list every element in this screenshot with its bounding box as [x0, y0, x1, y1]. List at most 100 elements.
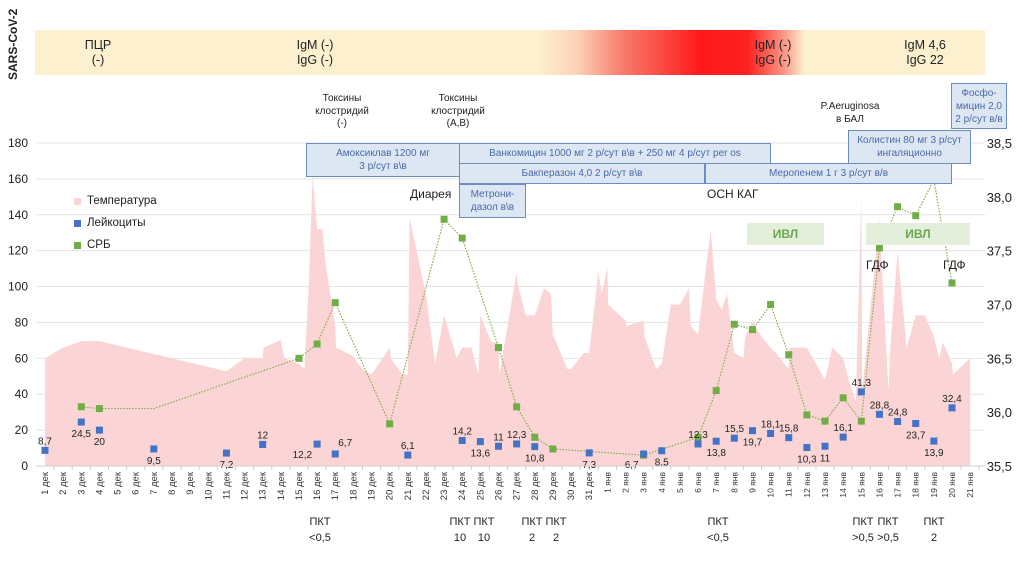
right-axis-tick-label: 37,0 — [987, 298, 1012, 313]
leukocytes-data-label: 14,2 — [452, 427, 472, 438]
crp-point — [821, 417, 829, 425]
leukocytes-point — [95, 426, 103, 434]
left-axis-tick-label: 100 — [8, 280, 28, 294]
x-axis-tick-label: 19 дек — [367, 471, 378, 500]
left-axis-tick-label: 60 — [15, 351, 29, 365]
left-axis-tick-label: 40 — [15, 387, 29, 401]
serology-igm-igg-1: IgM (-) IgG (-) — [296, 38, 334, 67]
leukocytes-point — [930, 437, 938, 445]
drug-colistin: Колистин 80 мг 3 р/сут ингаляционно — [848, 130, 971, 164]
x-axis-tick-label: 27 дек — [512, 471, 523, 500]
leukocytes-data-label: 9,5 — [147, 456, 161, 467]
leukocytes-data-label: 8,7 — [38, 436, 52, 447]
crp-point — [839, 394, 847, 402]
x-axis-tick-label: 30 дек — [566, 471, 577, 500]
drug-amoxiclav: Амоксиклав 1200 мг 3 р/сут в\в — [306, 143, 460, 177]
x-axis-tick-label: 6 дек — [131, 471, 142, 495]
leukocytes-point — [821, 442, 829, 450]
x-axis-tick-label: 12 янв — [802, 472, 812, 498]
leukocytes-data-label: 8,5 — [655, 458, 669, 469]
leukocytes-data-label: 24,8 — [888, 407, 908, 418]
x-axis-tick-label: 1 дек — [40, 471, 51, 495]
axes-layer: 0 20 40 60 80 100 120 140 160 180 35,5 36,0 36,5 37,0… — [8, 136, 1012, 500]
x-axis-tick-label: 14 янв — [838, 472, 848, 498]
leukocytes-point — [748, 427, 756, 435]
crp-point — [458, 234, 466, 242]
pkt-15-jan: ПКТ >0,5 — [852, 516, 874, 544]
x-axis-tick-label: 3 дек — [76, 471, 87, 495]
right-axis-tick-label: 36,5 — [987, 351, 1012, 366]
leukocytes-point — [803, 444, 811, 452]
crp-point — [894, 203, 902, 211]
leukocytes-point — [894, 417, 902, 425]
x-axis-tick-label: 9 дек — [185, 471, 196, 495]
x-axis-tick-label: 9 янв — [747, 472, 757, 493]
crp-point — [440, 215, 448, 223]
leukocytes-point — [585, 449, 593, 457]
leukocytes-point — [658, 447, 666, 455]
x-axis-tick-label: 21 дек — [403, 471, 414, 500]
x-axis-tick-label: 13 янв — [820, 472, 830, 498]
x-axis-tick-label: 23 дек — [439, 471, 450, 500]
x-axis-tick-label: 5 янв — [675, 472, 685, 493]
leukocytes-data-label: 13,9 — [924, 448, 944, 459]
leukocytes-point — [495, 442, 502, 450]
crp-point — [730, 320, 738, 328]
pkt-28-dec: ПКТ 2 — [521, 516, 543, 544]
x-axis-tick-label: 29 дек — [548, 471, 559, 500]
right-axis-tick-label: 36,0 — [987, 405, 1012, 420]
legend-item-leukocytes: Лейкоциты — [74, 212, 157, 234]
leukocytes-point — [948, 404, 956, 412]
leukocytes-data-label: 15,8 — [779, 424, 799, 435]
leukocytes-point — [531, 443, 539, 451]
x-axis-tick-label: 21 янв — [965, 472, 975, 498]
x-axis-tick-label: 11 янв — [784, 472, 794, 497]
legend-item-crp: СРБ — [74, 234, 157, 256]
x-axis-tick-label: 4 дек — [94, 471, 105, 495]
left-axis-tick-label: 160 — [8, 172, 28, 186]
drug-fosfomycin: Фосфо- мицин 2,0 2 р/сут в/в — [951, 83, 1007, 129]
crp-point — [948, 279, 956, 287]
pkt-24-dec: ПКТ 10 — [449, 516, 471, 544]
crp-point — [313, 340, 321, 348]
x-axis-tick-label: 24 дек — [457, 471, 468, 500]
x-axis-tick-label: 14 дек — [276, 471, 287, 500]
x-axis-tick-label: 1 янв — [602, 472, 612, 493]
leukocytes-data-label: 15,5 — [725, 424, 745, 435]
x-axis-tick-label: 10 янв — [766, 472, 776, 498]
x-axis-tick-label: 26 дек — [494, 471, 505, 500]
leukocytes-point — [912, 419, 920, 427]
x-axis-tick-label: 25 дек — [475, 471, 486, 500]
leukocytes-point — [404, 451, 412, 459]
crp-point — [785, 351, 793, 359]
leukocytes-point — [694, 440, 702, 448]
event-gdf-1: ГДФ — [866, 258, 889, 272]
left-axis-tick-label: 0 — [21, 459, 28, 473]
x-axis-tick-label: 17 янв — [893, 472, 903, 498]
leukocytes-data-label: 11 — [820, 453, 831, 464]
crp-point — [767, 301, 775, 308]
x-axis-tick-label: 2 дек — [58, 471, 69, 495]
leukocytes-point — [875, 410, 883, 418]
leukocytes-data-label: 12,3 — [507, 430, 527, 441]
pkt-25-dec: ПКТ 10 — [473, 516, 495, 544]
leukocytes-data-label: 32,4 — [942, 394, 962, 405]
pkt-29-dec: ПКТ 2 — [545, 516, 567, 544]
leukocytes-point — [785, 434, 793, 442]
leukocytes-data-label: 18,1 — [761, 420, 781, 431]
x-axis-tick-label: 5 дек — [113, 471, 124, 495]
crp-point — [95, 405, 103, 413]
x-axis-tick-label: 28 дек — [530, 471, 541, 500]
leukocytes-point — [513, 440, 521, 448]
pkt-19-jan: ПКТ 2 — [923, 516, 945, 544]
temperature-area-layer — [45, 175, 971, 467]
crp-point — [331, 299, 339, 307]
event-diarrhea: Диарея — [410, 187, 452, 201]
legend-label-crp: СРБ — [87, 239, 111, 251]
leukocytes-data-label: 13,6 — [471, 449, 491, 460]
sars-cov-2-serology-band — [35, 30, 985, 75]
leukocytes-data-label: 11 — [493, 432, 504, 443]
x-axis-tick-label: 10 дек — [203, 471, 214, 500]
serology-igm-igg-3: IgM 4,6 IgG 22 — [904, 38, 946, 67]
